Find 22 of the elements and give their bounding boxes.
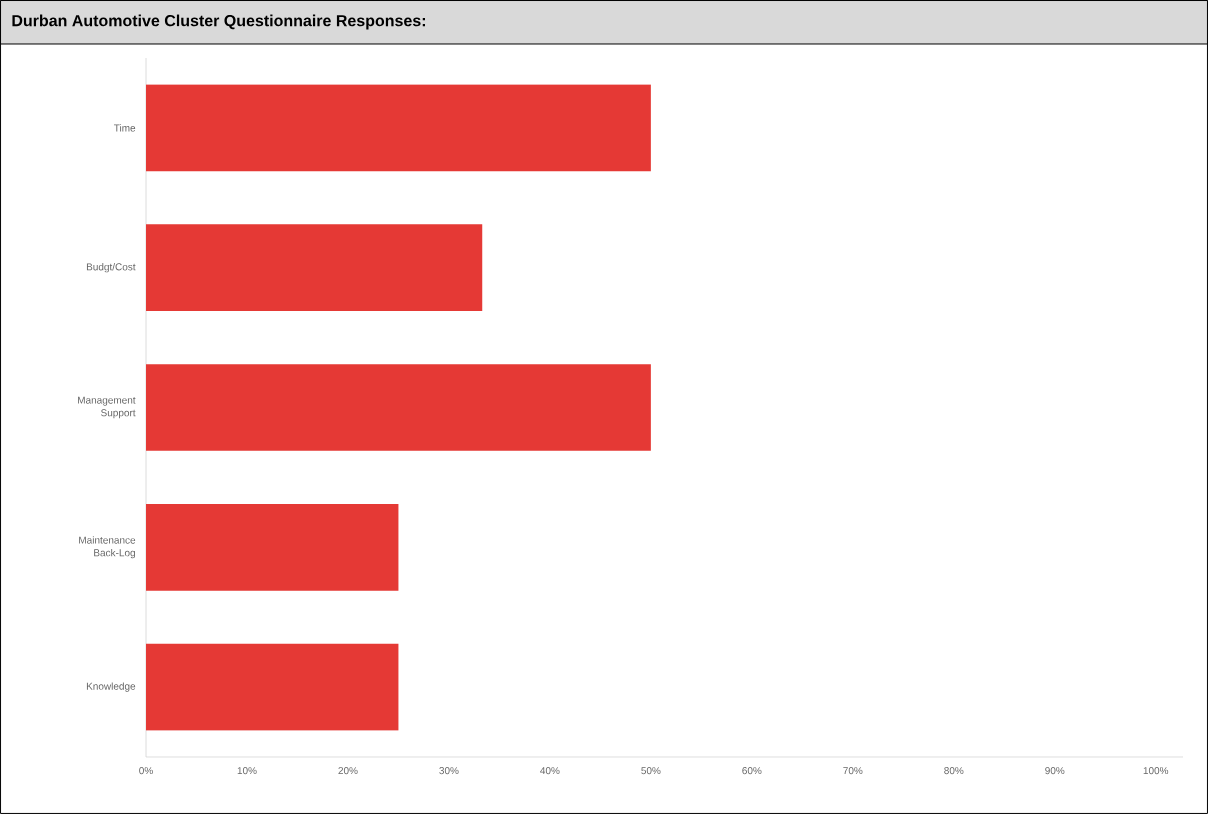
bar — [146, 503, 399, 591]
x-tick-label: 60% — [742, 767, 762, 775]
x-tick-label: 20% — [338, 767, 358, 775]
x-tick-label: 30% — [439, 767, 459, 775]
y-tick-label: Knowledge — [86, 682, 136, 692]
x-tick-label: 50% — [641, 767, 661, 775]
x-tick-label: 40% — [540, 767, 560, 775]
y-tick-label: Management Support — [78, 396, 136, 419]
x-tick-label: 0% — [139, 767, 153, 775]
x-tick-label: 70% — [843, 767, 863, 775]
chart-title: Durban Automotive Cluster Questionnaire Responses: — [12, 14, 425, 30]
x-tick-label: 10% — [237, 767, 257, 775]
x-tick-label: 90% — [1045, 767, 1065, 775]
y-tick-label: Maintenance Back-Log — [79, 536, 136, 559]
bar — [146, 643, 399, 731]
x-tick-label: 80% — [944, 767, 964, 775]
bar — [146, 84, 651, 172]
bar — [146, 224, 483, 312]
y-tick-label: Budgt/Cost — [86, 263, 136, 273]
bar — [146, 364, 651, 451]
x-tick-label: 100% — [1143, 767, 1169, 775]
y-tick-label: Time — [113, 124, 136, 132]
